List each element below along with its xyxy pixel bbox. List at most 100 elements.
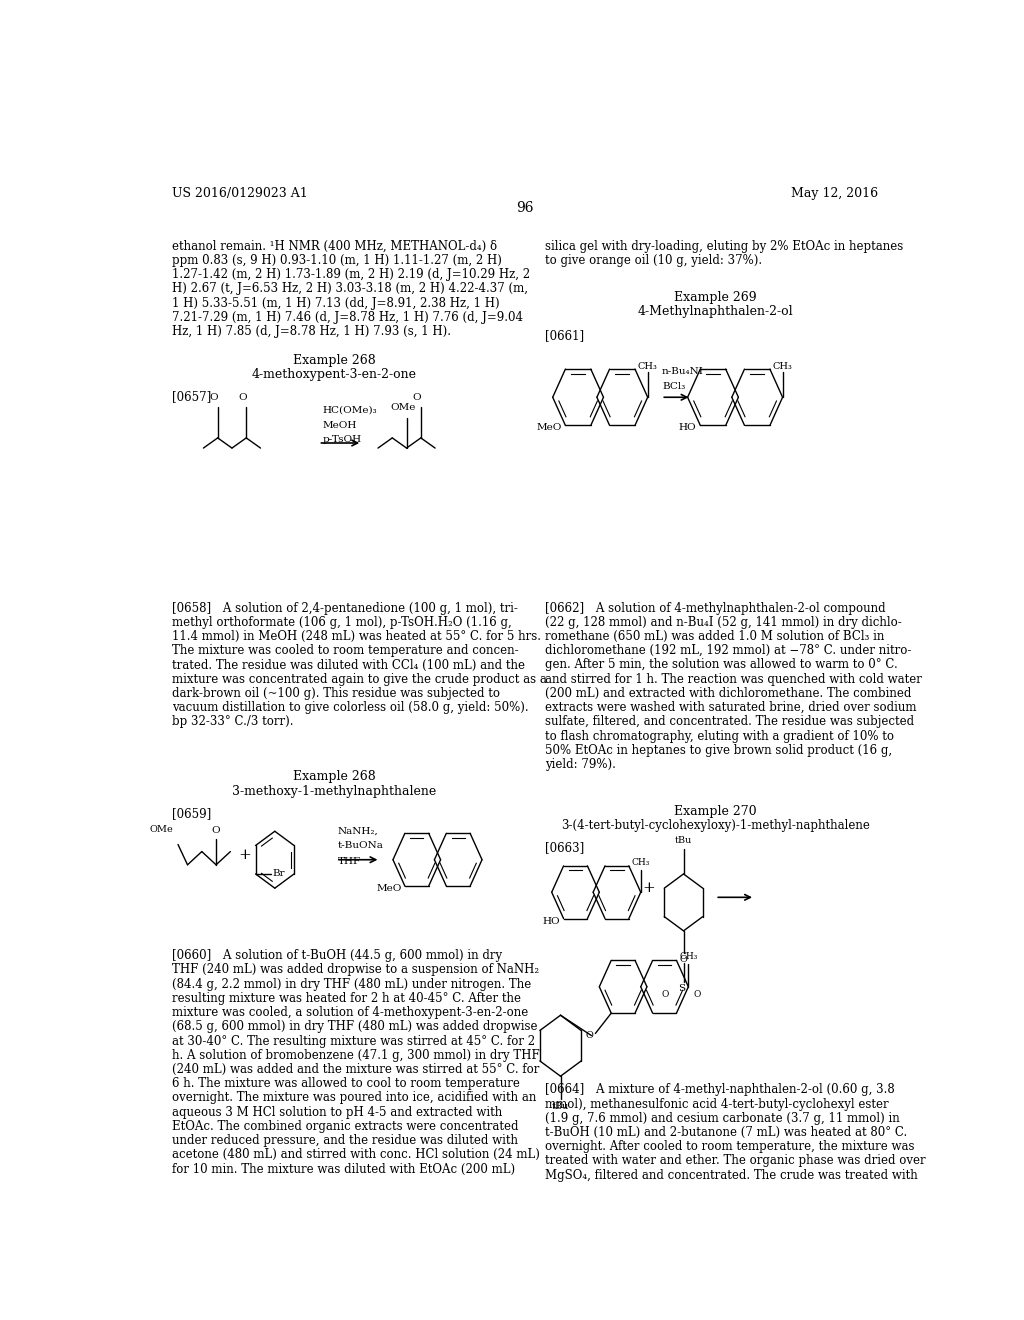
Text: Br: Br [272, 870, 285, 878]
Text: MeOH: MeOH [323, 421, 356, 429]
Text: CH₃: CH₃ [638, 362, 657, 371]
Text: mmol), methanesulfonic acid 4-tert-butyl-cyclohexyl ester: mmol), methanesulfonic acid 4-tert-butyl… [545, 1097, 888, 1110]
Text: under reduced pressure, and the residue was diluted with: under reduced pressure, and the residue … [172, 1134, 518, 1147]
Text: 3-methoxy-1-methylnaphthalene: 3-methoxy-1-methylnaphthalene [232, 784, 436, 797]
Text: [0657]: [0657] [172, 391, 211, 403]
Text: MgSO₄, filtered and concentrated. The crude was treated with: MgSO₄, filtered and concentrated. The cr… [545, 1168, 918, 1181]
Text: O: O [209, 393, 218, 403]
Text: silica gel with dry-loading, eluting by 2% EtOAc in heptanes: silica gel with dry-loading, eluting by … [545, 240, 903, 252]
Text: to flash chromatography, eluting with a gradient of 10% to: to flash chromatography, eluting with a … [545, 730, 894, 743]
Text: [0663]: [0663] [545, 841, 584, 854]
Text: May 12, 2016: May 12, 2016 [791, 187, 878, 199]
Text: THF (240 mL) was added dropwise to a suspension of NaNH₂: THF (240 mL) was added dropwise to a sus… [172, 964, 539, 977]
Text: Example 269: Example 269 [674, 290, 757, 304]
Text: 1 H) 5.33-5.51 (m, 1 H) 7.13 (dd, J=8.91, 2.38 Hz, 1 H): 1 H) 5.33-5.51 (m, 1 H) 7.13 (dd, J=8.91… [172, 297, 500, 310]
Text: ppm 0.83 (s, 9 H) 0.93-1.10 (m, 1 H) 1.11-1.27 (m, 2 H): ppm 0.83 (s, 9 H) 0.93-1.10 (m, 1 H) 1.1… [172, 253, 502, 267]
Text: 11.4 mmol) in MeOH (248 mL) was heated at 55° C. for 5 hrs.: 11.4 mmol) in MeOH (248 mL) was heated a… [172, 630, 541, 643]
Text: H) 2.67 (t, J=6.53 Hz, 2 H) 3.03-3.18 (m, 2 H) 4.22-4.37 (m,: H) 2.67 (t, J=6.53 Hz, 2 H) 3.03-3.18 (m… [172, 282, 527, 296]
Text: for 10 min. The mixture was diluted with EtOAc (200 mL): for 10 min. The mixture was diluted with… [172, 1163, 515, 1176]
Text: THF: THF [338, 857, 360, 866]
Text: t-BuONa: t-BuONa [338, 841, 383, 850]
Text: [0659]: [0659] [172, 807, 211, 820]
Text: MeO: MeO [536, 424, 561, 433]
Text: (68.5 g, 600 mmol) in dry THF (480 mL) was added dropwise: (68.5 g, 600 mmol) in dry THF (480 mL) w… [172, 1020, 538, 1034]
Text: trated. The residue was diluted with CCl₄ (100 mL) and the: trated. The residue was diluted with CCl… [172, 659, 524, 672]
Text: tBu: tBu [552, 1102, 569, 1110]
Text: 3-(4-tert-butyl-cyclohexyloxy)-1-methyl-naphthalene: 3-(4-tert-butyl-cyclohexyloxy)-1-methyl-… [561, 818, 869, 832]
Text: +: + [239, 847, 251, 862]
Text: extracts were washed with saturated brine, dried over sodium: extracts were washed with saturated brin… [545, 701, 916, 714]
Text: (200 mL) and extracted with dichloromethane. The combined: (200 mL) and extracted with dichlorometh… [545, 686, 911, 700]
Text: mixture was concentrated again to give the crude product as a: mixture was concentrated again to give t… [172, 673, 547, 685]
Text: O: O [662, 990, 670, 999]
Text: dichloromethane (192 mL, 192 mmol) at −78° C. under nitro-: dichloromethane (192 mL, 192 mmol) at −7… [545, 644, 911, 657]
Text: tBu: tBu [675, 837, 692, 846]
Text: 50% EtOAc in heptanes to give brown solid product (16 g,: 50% EtOAc in heptanes to give brown soli… [545, 744, 892, 756]
Text: Hz, 1 H) 7.85 (d, J=8.78 Hz, 1 H) 7.93 (s, 1 H).: Hz, 1 H) 7.85 (d, J=8.78 Hz, 1 H) 7.93 (… [172, 325, 451, 338]
Text: n-Bu₄NI: n-Bu₄NI [663, 367, 703, 376]
Text: CH₃: CH₃ [632, 858, 650, 867]
Text: h. A solution of bromobenzene (47.1 g, 300 mmol) in dry THF: h. A solution of bromobenzene (47.1 g, 3… [172, 1049, 540, 1061]
Text: Example 270: Example 270 [674, 805, 757, 818]
Text: [0658] A solution of 2,4-pentanedione (100 g, 1 mol), tri-: [0658] A solution of 2,4-pentanedione (1… [172, 602, 517, 615]
Text: bp 32-33° C./3 torr).: bp 32-33° C./3 torr). [172, 715, 293, 729]
Text: p-TsOH: p-TsOH [323, 434, 361, 444]
Text: and stirred for 1 h. The reaction was quenched with cold water: and stirred for 1 h. The reaction was qu… [545, 673, 922, 685]
Text: S: S [678, 983, 685, 993]
Text: mixture was cooled, a solution of 4-methoxypent-3-en-2-one: mixture was cooled, a solution of 4-meth… [172, 1006, 528, 1019]
Text: (240 mL) was added and the mixture was stirred at 55° C. for: (240 mL) was added and the mixture was s… [172, 1063, 539, 1076]
Text: BCl₃: BCl₃ [663, 381, 685, 391]
Text: [0662] A solution of 4-methylnaphthalen-2-ol compound: [0662] A solution of 4-methylnaphthalen-… [545, 602, 886, 615]
Text: OMe: OMe [150, 825, 173, 834]
Text: Example 268: Example 268 [293, 771, 376, 783]
Text: romethane (650 mL) was added 1.0 M solution of BCl₃ in: romethane (650 mL) was added 1.0 M solut… [545, 630, 884, 643]
Text: overnight. After cooled to room temperature, the mixture was: overnight. After cooled to room temperat… [545, 1140, 914, 1154]
Text: O: O [413, 393, 421, 403]
Text: to give orange oil (10 g, yield: 37%).: to give orange oil (10 g, yield: 37%). [545, 253, 762, 267]
Text: 1.27-1.42 (m, 2 H) 1.73-1.89 (m, 2 H) 2.19 (d, J=10.29 Hz, 2: 1.27-1.42 (m, 2 H) 1.73-1.89 (m, 2 H) 2.… [172, 268, 529, 281]
Text: O: O [693, 990, 700, 999]
Text: resulting mixture was heated for 2 h at 40-45° C. After the: resulting mixture was heated for 2 h at … [172, 991, 520, 1005]
Text: MeO: MeO [377, 884, 401, 894]
Text: (84.4 g, 2.2 mmol) in dry THF (480 mL) under nitrogen. The: (84.4 g, 2.2 mmol) in dry THF (480 mL) u… [172, 978, 530, 990]
Text: Example 268: Example 268 [293, 354, 376, 367]
Text: 7.21-7.29 (m, 1 H) 7.46 (d, J=8.78 Hz, 1 H) 7.76 (d, J=9.04: 7.21-7.29 (m, 1 H) 7.46 (d, J=8.78 Hz, 1… [172, 312, 522, 323]
Text: HO: HO [679, 424, 696, 433]
Text: treated with water and ether. The organic phase was dried over: treated with water and ether. The organi… [545, 1155, 926, 1167]
Text: [0661]: [0661] [545, 329, 584, 342]
Text: acetone (480 mL) and stirred with conc. HCl solution (24 mL): acetone (480 mL) and stirred with conc. … [172, 1148, 540, 1162]
Text: overnight. The mixture was poured into ice, acidified with an: overnight. The mixture was poured into i… [172, 1092, 536, 1105]
Text: (1.9 g, 7.6 mmol) and cesium carbonate (3.7 g, 11 mmol) in: (1.9 g, 7.6 mmol) and cesium carbonate (… [545, 1111, 899, 1125]
Text: 6 h. The mixture was allowed to cool to room temperature: 6 h. The mixture was allowed to cool to … [172, 1077, 519, 1090]
Text: gen. After 5 min, the solution was allowed to warm to 0° C.: gen. After 5 min, the solution was allow… [545, 659, 897, 672]
Text: yield: 79%).: yield: 79%). [545, 758, 615, 771]
Text: ethanol remain. ¹H NMR (400 MHz, METHANOL-d₄) δ: ethanol remain. ¹H NMR (400 MHz, METHANO… [172, 240, 497, 252]
Text: HC(OMe)₃: HC(OMe)₃ [323, 405, 377, 414]
Text: at 30-40° C. The resulting mixture was stirred at 45° C. for 2: at 30-40° C. The resulting mixture was s… [172, 1035, 535, 1048]
Text: The mixture was cooled to room temperature and concen-: The mixture was cooled to room temperatu… [172, 644, 518, 657]
Text: aqueous 3 M HCl solution to pH 4-5 and extracted with: aqueous 3 M HCl solution to pH 4-5 and e… [172, 1106, 502, 1118]
Text: 4-methoxypent-3-en-2-one: 4-methoxypent-3-en-2-one [252, 368, 417, 380]
Text: CH₃: CH₃ [679, 952, 697, 961]
Text: US 2016/0129023 A1: US 2016/0129023 A1 [172, 187, 307, 199]
Text: EtOAc. The combined organic extracts were concentrated: EtOAc. The combined organic extracts wer… [172, 1119, 518, 1133]
Text: 4-Methylnaphthalen-2-ol: 4-Methylnaphthalen-2-ol [638, 305, 793, 318]
Text: 96: 96 [516, 201, 534, 215]
Text: OMe: OMe [390, 404, 416, 412]
Text: vacuum distillation to give colorless oil (58.0 g, yield: 50%).: vacuum distillation to give colorless oi… [172, 701, 528, 714]
Text: O: O [212, 826, 220, 836]
Text: sulfate, filtered, and concentrated. The residue was subjected: sulfate, filtered, and concentrated. The… [545, 715, 913, 729]
Text: [0660] A solution of t-BuOH (44.5 g, 600 mmol) in dry: [0660] A solution of t-BuOH (44.5 g, 600… [172, 949, 502, 962]
Text: CH₃: CH₃ [773, 362, 793, 371]
Text: t-BuOH (10 mL) and 2-butanone (7 mL) was heated at 80° C.: t-BuOH (10 mL) and 2-butanone (7 mL) was… [545, 1126, 907, 1139]
Text: HO: HO [543, 916, 560, 925]
Text: (22 g, 128 mmol) and n-Bu₄I (52 g, 141 mmol) in dry dichlo-: (22 g, 128 mmol) and n-Bu₄I (52 g, 141 m… [545, 615, 901, 628]
Text: [0664] A mixture of 4-methyl-naphthalen-2-ol (0.60 g, 3.8: [0664] A mixture of 4-methyl-naphthalen-… [545, 1084, 894, 1097]
Text: methyl orthoformate (106 g, 1 mol), p-TsOH.H₂O (1.16 g,: methyl orthoformate (106 g, 1 mol), p-Ts… [172, 615, 511, 628]
Text: O: O [238, 393, 247, 403]
Text: dark-brown oil (~100 g). This residue was subjected to: dark-brown oil (~100 g). This residue wa… [172, 686, 500, 700]
Text: O: O [586, 1031, 594, 1040]
Text: +: + [642, 882, 655, 895]
Text: NaNH₂,: NaNH₂, [338, 826, 378, 836]
Text: O: O [680, 956, 687, 964]
